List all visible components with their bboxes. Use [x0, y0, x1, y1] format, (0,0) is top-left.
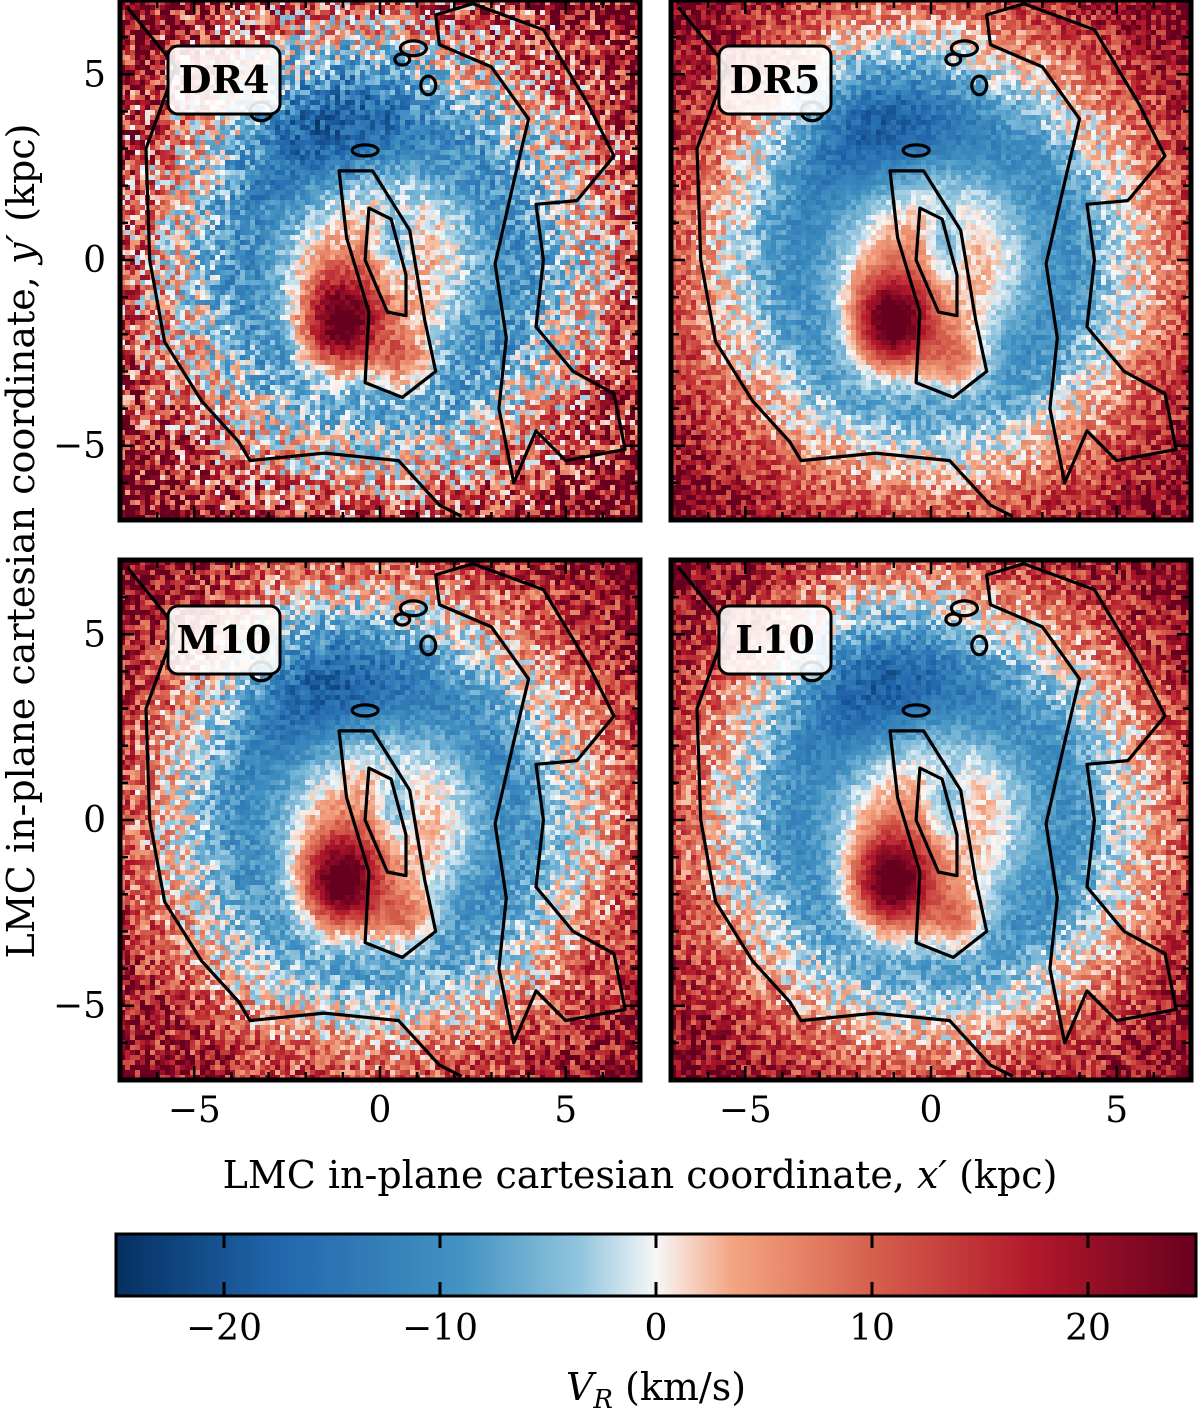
x-tick-label: −5 [719, 1090, 772, 1131]
density-contour-island [419, 634, 438, 657]
contours [126, 562, 627, 1078]
panel-dr5: DR5 [668, 0, 1194, 523]
density-contour-island [350, 703, 380, 718]
y-axis-title: LMC in-plane cartesian coordinate, y′ (k… [0, 124, 43, 959]
density-contour-island [970, 74, 989, 97]
y-tick-label: 0 [83, 800, 106, 841]
density-contour-bar-inner [363, 206, 408, 318]
panel-label-m10: M10 [166, 604, 282, 676]
colorbar-tick-label: 0 [645, 1308, 668, 1349]
density-contour-island [949, 39, 980, 58]
density-contour-outer [126, 6, 463, 518]
contours [677, 2, 1178, 518]
colorbar-tick-label: 10 [849, 1308, 895, 1349]
density-contour-island [901, 703, 931, 718]
density-contour-island [949, 599, 980, 618]
y-tick-label: 5 [83, 54, 106, 95]
x-tick-label: 0 [920, 1090, 943, 1131]
colorbar-title: VR (km/s) [566, 1365, 746, 1415]
panel-grid: −5 0 5 DR4 DR5 −5 0 5 −5 0 5 M10 −5 0 5 L10 [53, 0, 1194, 1131]
density-contour-bar [888, 169, 989, 399]
density-contour-island [944, 612, 963, 627]
svg-text:DR4: DR4 [179, 57, 270, 102]
density-contour-outer [677, 6, 1014, 518]
y-tick-label: −5 [53, 426, 106, 467]
density-contour-outer [126, 566, 463, 1078]
density-contour-bar-inner [914, 206, 959, 318]
density-contour-island [393, 612, 412, 627]
density-contour-outer [677, 566, 1014, 1078]
y-tick-label: −5 [53, 986, 106, 1027]
colorbar-tick-label: −20 [186, 1308, 262, 1349]
density-contour-bar-inner [914, 766, 959, 878]
colorbar-tick-label: 20 [1065, 1308, 1111, 1349]
x-tick-label: 0 [369, 1090, 392, 1131]
x-tick-label: 5 [1105, 1090, 1128, 1131]
x-axis-title: LMC in-plane cartesian coordinate, x′ (k… [223, 1153, 1058, 1197]
x-tick-label: −5 [168, 1090, 221, 1131]
y-tick-label: 5 [83, 614, 106, 655]
density-contour-bar [337, 169, 438, 399]
y-tick-label: 0 [83, 240, 106, 281]
density-contour-island [944, 52, 963, 67]
svg-text:L10: L10 [735, 617, 815, 662]
panel-label-dr5: DR5 [717, 44, 833, 116]
density-contour-right [985, 562, 1178, 1045]
colorbar-ticks: −20 −10 0 10 20 [186, 1234, 1111, 1349]
colorbar: −20 −10 0 10 20 [114, 1232, 1198, 1349]
svg-text:DR5: DR5 [730, 57, 821, 102]
density-contour-right [434, 2, 627, 485]
panel-label-dr4: DR4 [166, 44, 282, 116]
density-contour-island [970, 634, 989, 657]
panel-l10: −5 0 5 L10 [668, 557, 1194, 1131]
svg-text:M10: M10 [177, 617, 272, 662]
panel-label-l10: L10 [717, 604, 833, 676]
panel-dr4: −5 0 5 DR4 [53, 0, 643, 523]
density-contour-bar-inner [363, 766, 408, 878]
density-contour-island [393, 52, 412, 67]
density-contour-right [985, 2, 1178, 485]
density-contour-island [398, 599, 429, 618]
density-contour-island [901, 143, 931, 158]
density-contour-island [398, 39, 429, 58]
density-contour-bar [888, 729, 989, 959]
density-contour-island [350, 143, 380, 158]
density-contour-bar [337, 729, 438, 959]
panel-m10: −5 0 5 −5 0 5 M10 [53, 557, 643, 1131]
x-tick-label: 5 [554, 1090, 577, 1131]
colorbar-tick-label: −10 [402, 1308, 478, 1349]
density-contour-right [434, 562, 627, 1045]
density-contour-island [419, 74, 438, 97]
